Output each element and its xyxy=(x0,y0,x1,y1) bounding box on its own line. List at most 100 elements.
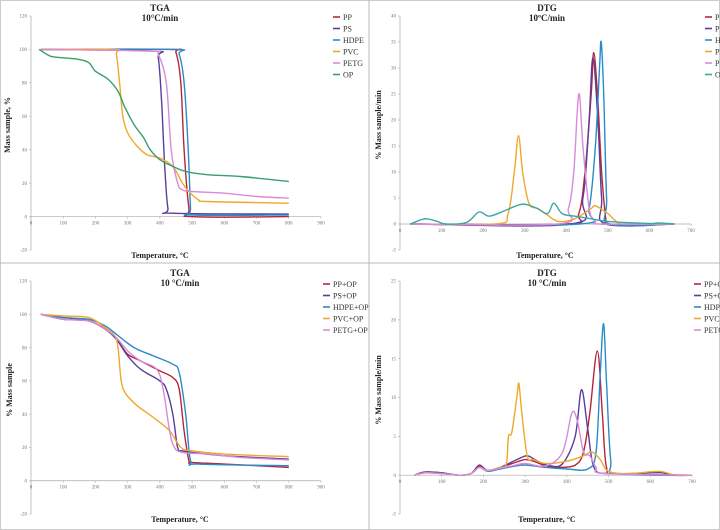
x-tick-label: 100 xyxy=(59,486,67,491)
y-tick-label: 20 xyxy=(22,446,28,451)
y-tick-label: -5 xyxy=(392,513,397,518)
chart-title: TGA xyxy=(150,3,170,13)
legend-label: PS+OP xyxy=(704,291,720,300)
chart-subtitle: 10ºC/min xyxy=(529,13,565,23)
y-tick-label: 100 xyxy=(20,313,28,318)
y-tick-label: 25 xyxy=(391,280,397,285)
x-tick-label: 500 xyxy=(604,229,612,234)
series-line-op xyxy=(38,48,289,183)
legend-label: PVC xyxy=(715,47,720,56)
x-tick-label: 700 xyxy=(687,229,695,234)
chart-title: TGA xyxy=(170,268,190,278)
y-tick-label: -20 xyxy=(20,249,27,254)
x-tick-label: 500 xyxy=(605,480,613,485)
y-tick-label: 100 xyxy=(20,48,28,53)
chart-title: DTG xyxy=(537,3,557,13)
x-tick-label: 700 xyxy=(253,486,261,491)
x-tick-label: 900 xyxy=(317,222,325,227)
x-tick-label: 200 xyxy=(480,480,488,485)
y-tick-label: 15 xyxy=(391,145,397,150)
x-tick-label: 800 xyxy=(285,486,293,491)
y-tick-label: 20 xyxy=(22,182,28,187)
y-axis-label: % Mass sample/min xyxy=(374,90,383,160)
y-tick-label: 0 xyxy=(25,215,28,220)
y-tick-label: 20 xyxy=(391,319,397,324)
x-tick-label: 900 xyxy=(317,486,325,491)
chart-panel-1: -20 0 20 40 60 80 100 120 0 100 200 300 400 500 600 700… xyxy=(3,3,364,260)
legend-label: PP xyxy=(715,13,720,22)
series-line-hdpe-op xyxy=(40,313,289,467)
y-tick-label: 120 xyxy=(20,280,28,285)
y-tick-label: 10 xyxy=(391,171,397,176)
series-line-hdpe xyxy=(410,40,675,227)
chart-panel-3: -20 0 20 40 60 80 100 120 0 100 200 300 400 500 600 700… xyxy=(5,268,369,524)
y-tick-label: 40 xyxy=(22,148,28,153)
y-tick-label: 5 xyxy=(394,197,397,202)
series-line-petg-op xyxy=(40,313,289,461)
chart-panel-4: -5 0 5 10 15 20 25 0 100 200 300 400 500 600 700 PP+OP P… xyxy=(374,268,720,524)
series-line-petg xyxy=(40,48,289,199)
legend-label: PVC xyxy=(343,47,359,56)
legend-label: PETG xyxy=(343,59,363,68)
series-line-op xyxy=(410,202,675,225)
x-tick-label: 100 xyxy=(438,480,446,485)
chart-subtitle: 10°C/min xyxy=(142,13,179,23)
legend-label: PS+OP xyxy=(333,291,357,300)
y-tick-label: 0 xyxy=(394,223,397,228)
legend-label: PETG+OP xyxy=(704,326,720,335)
x-tick-label: 600 xyxy=(646,229,654,234)
x-tick-label: 400 xyxy=(156,222,164,227)
legend-label: PP+OP xyxy=(333,280,357,289)
x-tick-label: 800 xyxy=(285,222,293,227)
x-tick-label: 200 xyxy=(92,486,100,491)
y-tick-label: -5 xyxy=(392,249,397,254)
y-tick-label: 10 xyxy=(391,396,397,401)
y-tick-label: 40 xyxy=(22,413,28,418)
x-axis-label: Temperature, °C xyxy=(151,515,209,524)
y-tick-label: 25 xyxy=(391,93,397,98)
x-tick-label: 300 xyxy=(521,229,529,234)
legend-label: HDPE+OP xyxy=(704,303,720,312)
legend-label: PP xyxy=(343,13,352,22)
y-tick-label: 0 xyxy=(394,474,397,479)
y-tick-label: 30 xyxy=(391,67,397,72)
legend-label: HDPE+OP xyxy=(333,303,369,312)
series-line-petg xyxy=(410,93,675,226)
x-axis-label: Temperature, °C xyxy=(518,515,576,524)
x-tick-label: 300 xyxy=(124,222,132,227)
x-tick-label: 500 xyxy=(188,222,196,227)
x-tick-label: 400 xyxy=(563,229,571,234)
x-tick-label: 400 xyxy=(156,486,164,491)
y-tick-label: 0 xyxy=(25,479,28,484)
legend-label: PP+OP xyxy=(704,280,720,289)
y-axis-label: % Mass sample/min xyxy=(374,355,383,425)
x-tick-label: 0 xyxy=(30,486,33,491)
x-tick-label: 200 xyxy=(92,222,100,227)
y-tick-label: 80 xyxy=(22,82,28,87)
legend-label: HDPE xyxy=(715,36,720,45)
x-axis-label: Temperature, °C xyxy=(131,251,189,260)
chart-subtitle: 10 °C/min xyxy=(161,278,200,288)
series-line-pvc xyxy=(40,48,289,204)
x-tick-label: 100 xyxy=(59,222,67,227)
legend-label: PS xyxy=(343,24,352,33)
legend-label: PETG xyxy=(715,59,720,68)
y-tick-label: 120 xyxy=(20,15,28,20)
x-tick-label: 600 xyxy=(221,222,229,227)
y-tick-label: 5 xyxy=(394,435,397,440)
x-tick-label: 700 xyxy=(253,222,261,227)
chart-subtitle: 10 °C/min xyxy=(528,278,567,288)
x-tick-label: 0 xyxy=(399,229,402,234)
x-tick-label: 300 xyxy=(521,480,529,485)
y-tick-label: 60 xyxy=(22,115,28,120)
series-line-hdpe xyxy=(40,48,289,217)
legend-label: PETG+OP xyxy=(333,326,368,335)
series-line-petg-op xyxy=(414,410,693,476)
legend-label: PVC+OP xyxy=(704,314,720,323)
x-tick-label: 600 xyxy=(221,486,229,491)
x-axis-label: Temperature, °C xyxy=(516,251,574,260)
y-tick-label: 80 xyxy=(22,346,28,351)
y-axis-label: Mass sample, % xyxy=(3,97,12,153)
